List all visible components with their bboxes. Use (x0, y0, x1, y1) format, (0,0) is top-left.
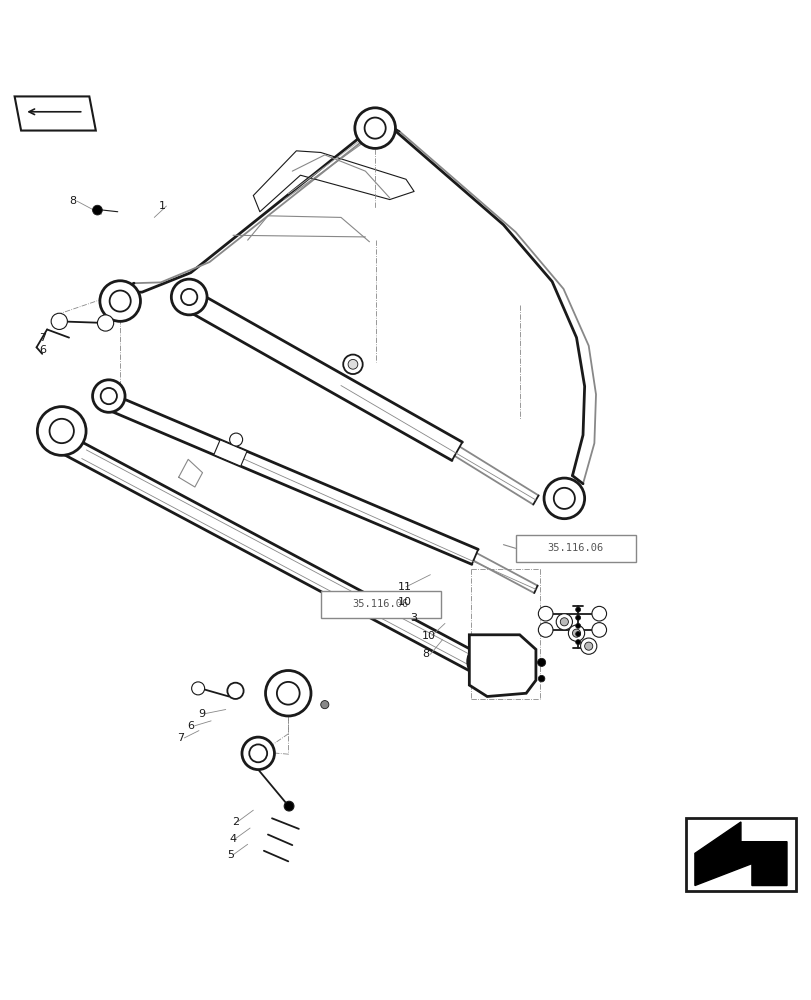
Text: 3: 3 (410, 613, 417, 623)
Text: 1: 1 (159, 201, 165, 211)
Circle shape (584, 642, 592, 650)
Circle shape (591, 623, 606, 637)
Text: 8: 8 (423, 649, 429, 659)
Circle shape (284, 801, 294, 811)
Circle shape (543, 478, 584, 519)
Text: 10: 10 (397, 597, 411, 607)
Polygon shape (15, 96, 96, 131)
Circle shape (181, 289, 197, 305)
Text: 4: 4 (230, 834, 236, 844)
Circle shape (354, 108, 395, 148)
Circle shape (467, 644, 503, 679)
Text: 5: 5 (227, 850, 234, 860)
Circle shape (572, 629, 580, 637)
Circle shape (101, 388, 117, 404)
Circle shape (538, 675, 544, 682)
Text: 6: 6 (40, 345, 46, 355)
Circle shape (49, 419, 74, 443)
Text: 9: 9 (198, 709, 204, 719)
Circle shape (343, 355, 363, 374)
Circle shape (320, 701, 328, 709)
Circle shape (348, 359, 358, 369)
Polygon shape (694, 822, 786, 886)
Circle shape (92, 205, 102, 215)
Circle shape (51, 313, 67, 329)
Circle shape (191, 682, 204, 695)
Circle shape (575, 615, 580, 620)
Circle shape (97, 315, 114, 331)
Circle shape (171, 279, 207, 315)
Circle shape (538, 606, 552, 621)
Circle shape (580, 638, 596, 654)
Polygon shape (213, 440, 247, 466)
Circle shape (230, 433, 242, 446)
Circle shape (496, 645, 513, 663)
Text: 6: 6 (187, 721, 194, 731)
Bar (515, 535, 635, 562)
Polygon shape (469, 635, 535, 697)
Circle shape (553, 488, 574, 509)
Circle shape (556, 614, 572, 630)
Text: 10: 10 (421, 631, 436, 641)
Circle shape (538, 623, 552, 637)
Circle shape (488, 638, 521, 671)
Circle shape (480, 679, 493, 692)
Circle shape (575, 607, 580, 612)
Circle shape (265, 671, 311, 716)
Circle shape (560, 618, 568, 626)
Text: 7: 7 (177, 733, 183, 743)
Circle shape (575, 640, 580, 645)
Circle shape (591, 606, 606, 621)
Bar (320, 591, 440, 618)
Text: 8: 8 (70, 196, 76, 206)
Circle shape (37, 407, 86, 455)
Circle shape (364, 118, 385, 139)
Text: 35.116.06: 35.116.06 (352, 599, 409, 609)
Circle shape (537, 658, 545, 666)
Text: 35.116.06: 35.116.06 (547, 543, 603, 553)
Text: 2: 2 (232, 817, 238, 827)
Circle shape (100, 281, 140, 321)
Circle shape (227, 683, 243, 699)
Circle shape (568, 625, 584, 641)
Circle shape (109, 291, 131, 312)
Circle shape (476, 653, 494, 671)
Circle shape (575, 623, 580, 628)
Circle shape (242, 737, 274, 770)
Circle shape (512, 662, 534, 685)
Circle shape (249, 744, 267, 762)
Circle shape (575, 632, 580, 636)
Circle shape (277, 682, 299, 705)
Circle shape (517, 668, 530, 680)
Circle shape (92, 380, 125, 412)
Bar (685, 818, 795, 891)
Text: 7: 7 (40, 333, 46, 343)
Text: 11: 11 (397, 582, 411, 592)
